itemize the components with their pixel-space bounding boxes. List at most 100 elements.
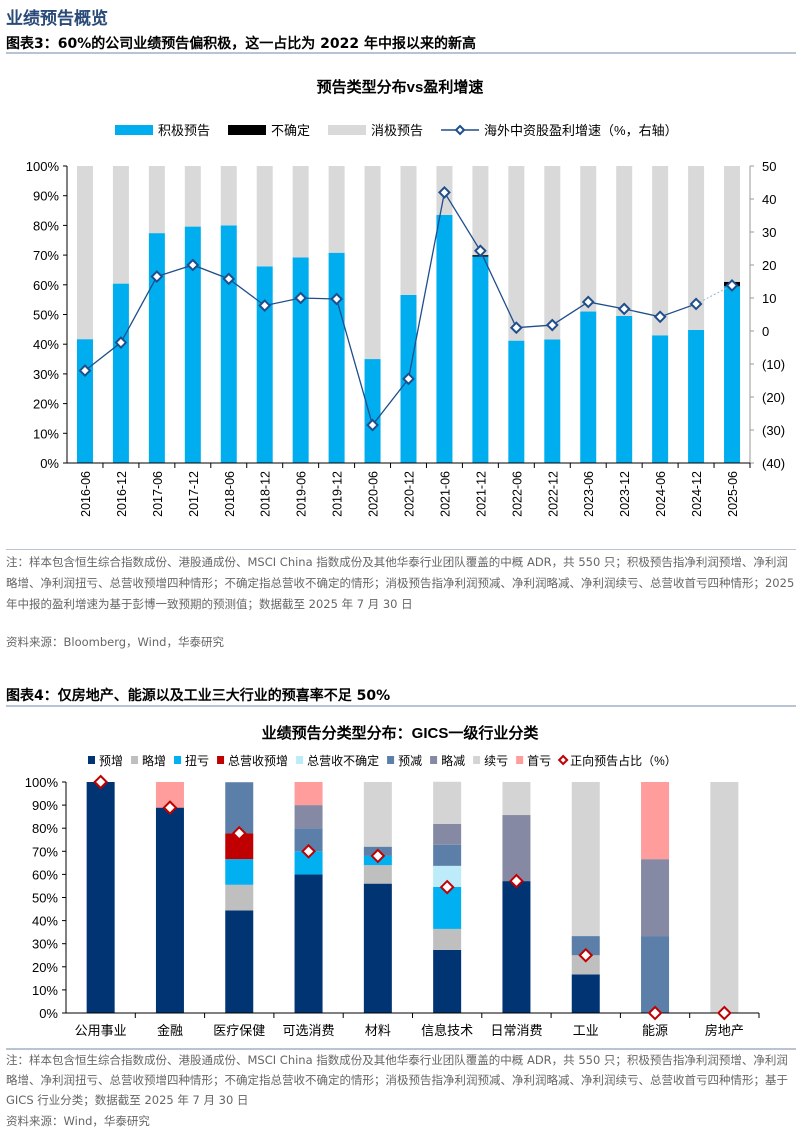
bar-segment (472, 166, 489, 256)
legend-label: 不确定 (271, 123, 310, 138)
bar-segment (76, 166, 93, 340)
y2-tick-label: 10 (762, 291, 776, 306)
legend-diamond-icon (557, 754, 569, 766)
x-tick-label: 2016-06 (79, 471, 93, 517)
growth-point (294, 291, 308, 305)
y-tick-label: 50% (32, 891, 58, 906)
x-tick-label: 2017-06 (151, 471, 165, 517)
bar-segment (571, 936, 600, 956)
y-tick-label: 60% (33, 278, 59, 293)
x-tick-label: 2021-12 (474, 471, 488, 517)
bar-segment (652, 166, 669, 336)
positive-ratio-marker (439, 879, 455, 895)
x-tick-label: 公用事业 (75, 1023, 127, 1038)
growth-point (473, 244, 487, 258)
growth-point (330, 292, 344, 306)
bar-segment (364, 166, 381, 360)
bar-segment (688, 329, 705, 463)
bar-segment (508, 166, 525, 341)
bar-segment (294, 805, 323, 829)
positive-ratio-marker (578, 947, 594, 963)
growth-point (438, 185, 451, 199)
y2-tick-label: 50 (762, 159, 776, 174)
bar-segment (294, 874, 323, 1013)
legend-label: 消极预告 (371, 123, 423, 138)
bar-segment (724, 166, 741, 282)
bar-segment (433, 823, 462, 845)
legend-label: 首亏 (527, 754, 551, 768)
bar-segment (292, 166, 309, 258)
divider (6, 705, 796, 707)
x-tick-label: 2023-12 (618, 471, 632, 517)
bar-segment (363, 782, 392, 847)
bar-segment (571, 974, 600, 1013)
bar-segment (710, 782, 739, 1013)
growth-point (150, 270, 164, 283)
figure3-source: 资料来源：Bloomberg，Wind，华泰研究 (6, 635, 224, 649)
y-tick-label: 30% (32, 937, 58, 952)
y2-tick-label: 30 (762, 225, 776, 240)
y-tick-label: 10% (32, 983, 58, 998)
positive-ratio-marker (509, 873, 524, 889)
y2-tick-label: (20) (762, 390, 785, 405)
bar-segment (256, 166, 273, 267)
bar-segment (294, 851, 323, 875)
bar-segment (580, 311, 597, 463)
y-tick-label: 0% (40, 456, 59, 471)
growth-line-forecast (695, 285, 733, 305)
bar-segment (433, 928, 462, 950)
x-tick-label: 2016-12 (115, 471, 129, 517)
legend-swatch (473, 756, 481, 764)
growth-point (186, 258, 200, 272)
x-tick-label: 2023-06 (582, 471, 596, 517)
y-tick-label: 40% (32, 914, 58, 929)
bar-segment (148, 233, 165, 463)
bar-segment (364, 359, 381, 463)
bar-segment (616, 166, 633, 316)
positive-ratio-marker (301, 843, 316, 859)
x-tick-label: 信息技术 (421, 1023, 473, 1038)
x-tick-label: 材料 (365, 1023, 391, 1038)
bar-segment (571, 782, 600, 937)
growth-point (725, 279, 739, 292)
y-tick-label: 20% (33, 397, 59, 412)
figure3-caption: 图表3：60%的公司业绩预告偏积极，这一占比为 2022 年中报以来的新高 (6, 36, 476, 52)
x-tick-label: 2018-06 (223, 471, 237, 517)
legend-diamond-icon (454, 124, 466, 136)
growth-point (581, 295, 595, 309)
legend-swatch (228, 125, 267, 135)
x-tick-label: 日常消费 (490, 1023, 542, 1038)
x-tick-label: 2021-06 (438, 471, 452, 517)
divider (6, 1048, 796, 1050)
x-tick-label: 2020-06 (367, 471, 381, 517)
bar-segment (724, 286, 741, 463)
legend-swatch (516, 756, 524, 764)
y-tick-label: 90% (32, 798, 58, 813)
legend-swatch (174, 756, 182, 764)
figure4-note: 注：样本包含恒生综合指数成份、港股通成份、MSCI China 指数成份及其他华… (6, 1053, 788, 1107)
figure4-source: 资料来源：Wind，华泰研究 (6, 1114, 150, 1128)
y-tick-label: 80% (32, 821, 58, 836)
bar-segment (571, 955, 600, 975)
positive-ratio-marker (162, 800, 178, 816)
positive-ratio-marker (716, 1005, 732, 1021)
bar-segment (502, 881, 531, 1013)
bar-segment (328, 166, 345, 253)
bar-segment (641, 936, 670, 1013)
bar-segment (433, 844, 462, 866)
bar-segment (433, 865, 462, 887)
bar-segment (225, 782, 254, 834)
legend-swatch (115, 125, 153, 135)
y-tick-label: 90% (33, 189, 59, 204)
positive-ratio-marker (647, 1005, 663, 1021)
growth-point (617, 302, 631, 316)
bar-segment (155, 807, 184, 1013)
y-tick-label: 20% (32, 960, 58, 975)
legend-swatch (328, 125, 367, 135)
bar-segment (112, 283, 129, 463)
bar-segment (363, 865, 392, 884)
bar-segment (220, 166, 237, 226)
bar-segment (184, 166, 201, 227)
legend-swatch (430, 756, 438, 764)
bar-segment (502, 782, 531, 816)
